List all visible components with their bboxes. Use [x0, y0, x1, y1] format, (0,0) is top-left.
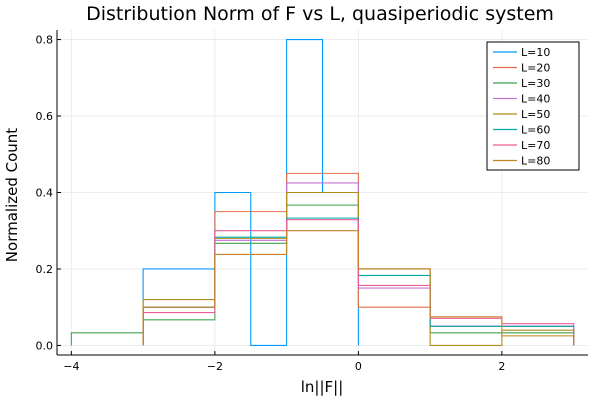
- y-tick-label: 0.2: [36, 263, 54, 276]
- y-tick-label: 0.0: [36, 339, 54, 352]
- x-tick-label: 2: [498, 360, 505, 373]
- series-line-L=30: [70, 204, 575, 346]
- x-axis-label: ln||F||: [301, 378, 344, 396]
- legend-label: L=20: [521, 62, 550, 75]
- legend-label: L=30: [521, 77, 550, 90]
- y-tick-label: 0.8: [36, 34, 54, 47]
- series-line-L=80: [142, 230, 575, 346]
- x-tick-label: −4: [63, 360, 79, 373]
- chart-title: Distribution Norm of F vs L, quasiperiod…: [86, 3, 554, 25]
- legend: L=10 L=20 L=30 L=40 L=50 L=60 L=70 L=80: [486, 41, 580, 171]
- legend-label: L=80: [521, 155, 550, 168]
- legend-label: L=10: [521, 46, 550, 59]
- legend-label: L=60: [521, 124, 550, 137]
- y-tick-label: 0.6: [36, 110, 54, 123]
- legend-label: L=70: [521, 139, 550, 152]
- legend-label: L=50: [521, 108, 550, 121]
- legend-label: L=40: [521, 93, 550, 106]
- series-layer: [70, 39, 575, 346]
- y-tick-label: 0.4: [36, 187, 54, 200]
- legend-box: [486, 41, 580, 171]
- axes: −4 −2 0 2 0.0 0.2 0.4 0.6 0.8: [36, 30, 588, 373]
- y-axis-label: Normalized Count: [3, 128, 21, 262]
- x-tick-label: −2: [207, 360, 223, 373]
- x-tick-label: 0: [355, 360, 362, 373]
